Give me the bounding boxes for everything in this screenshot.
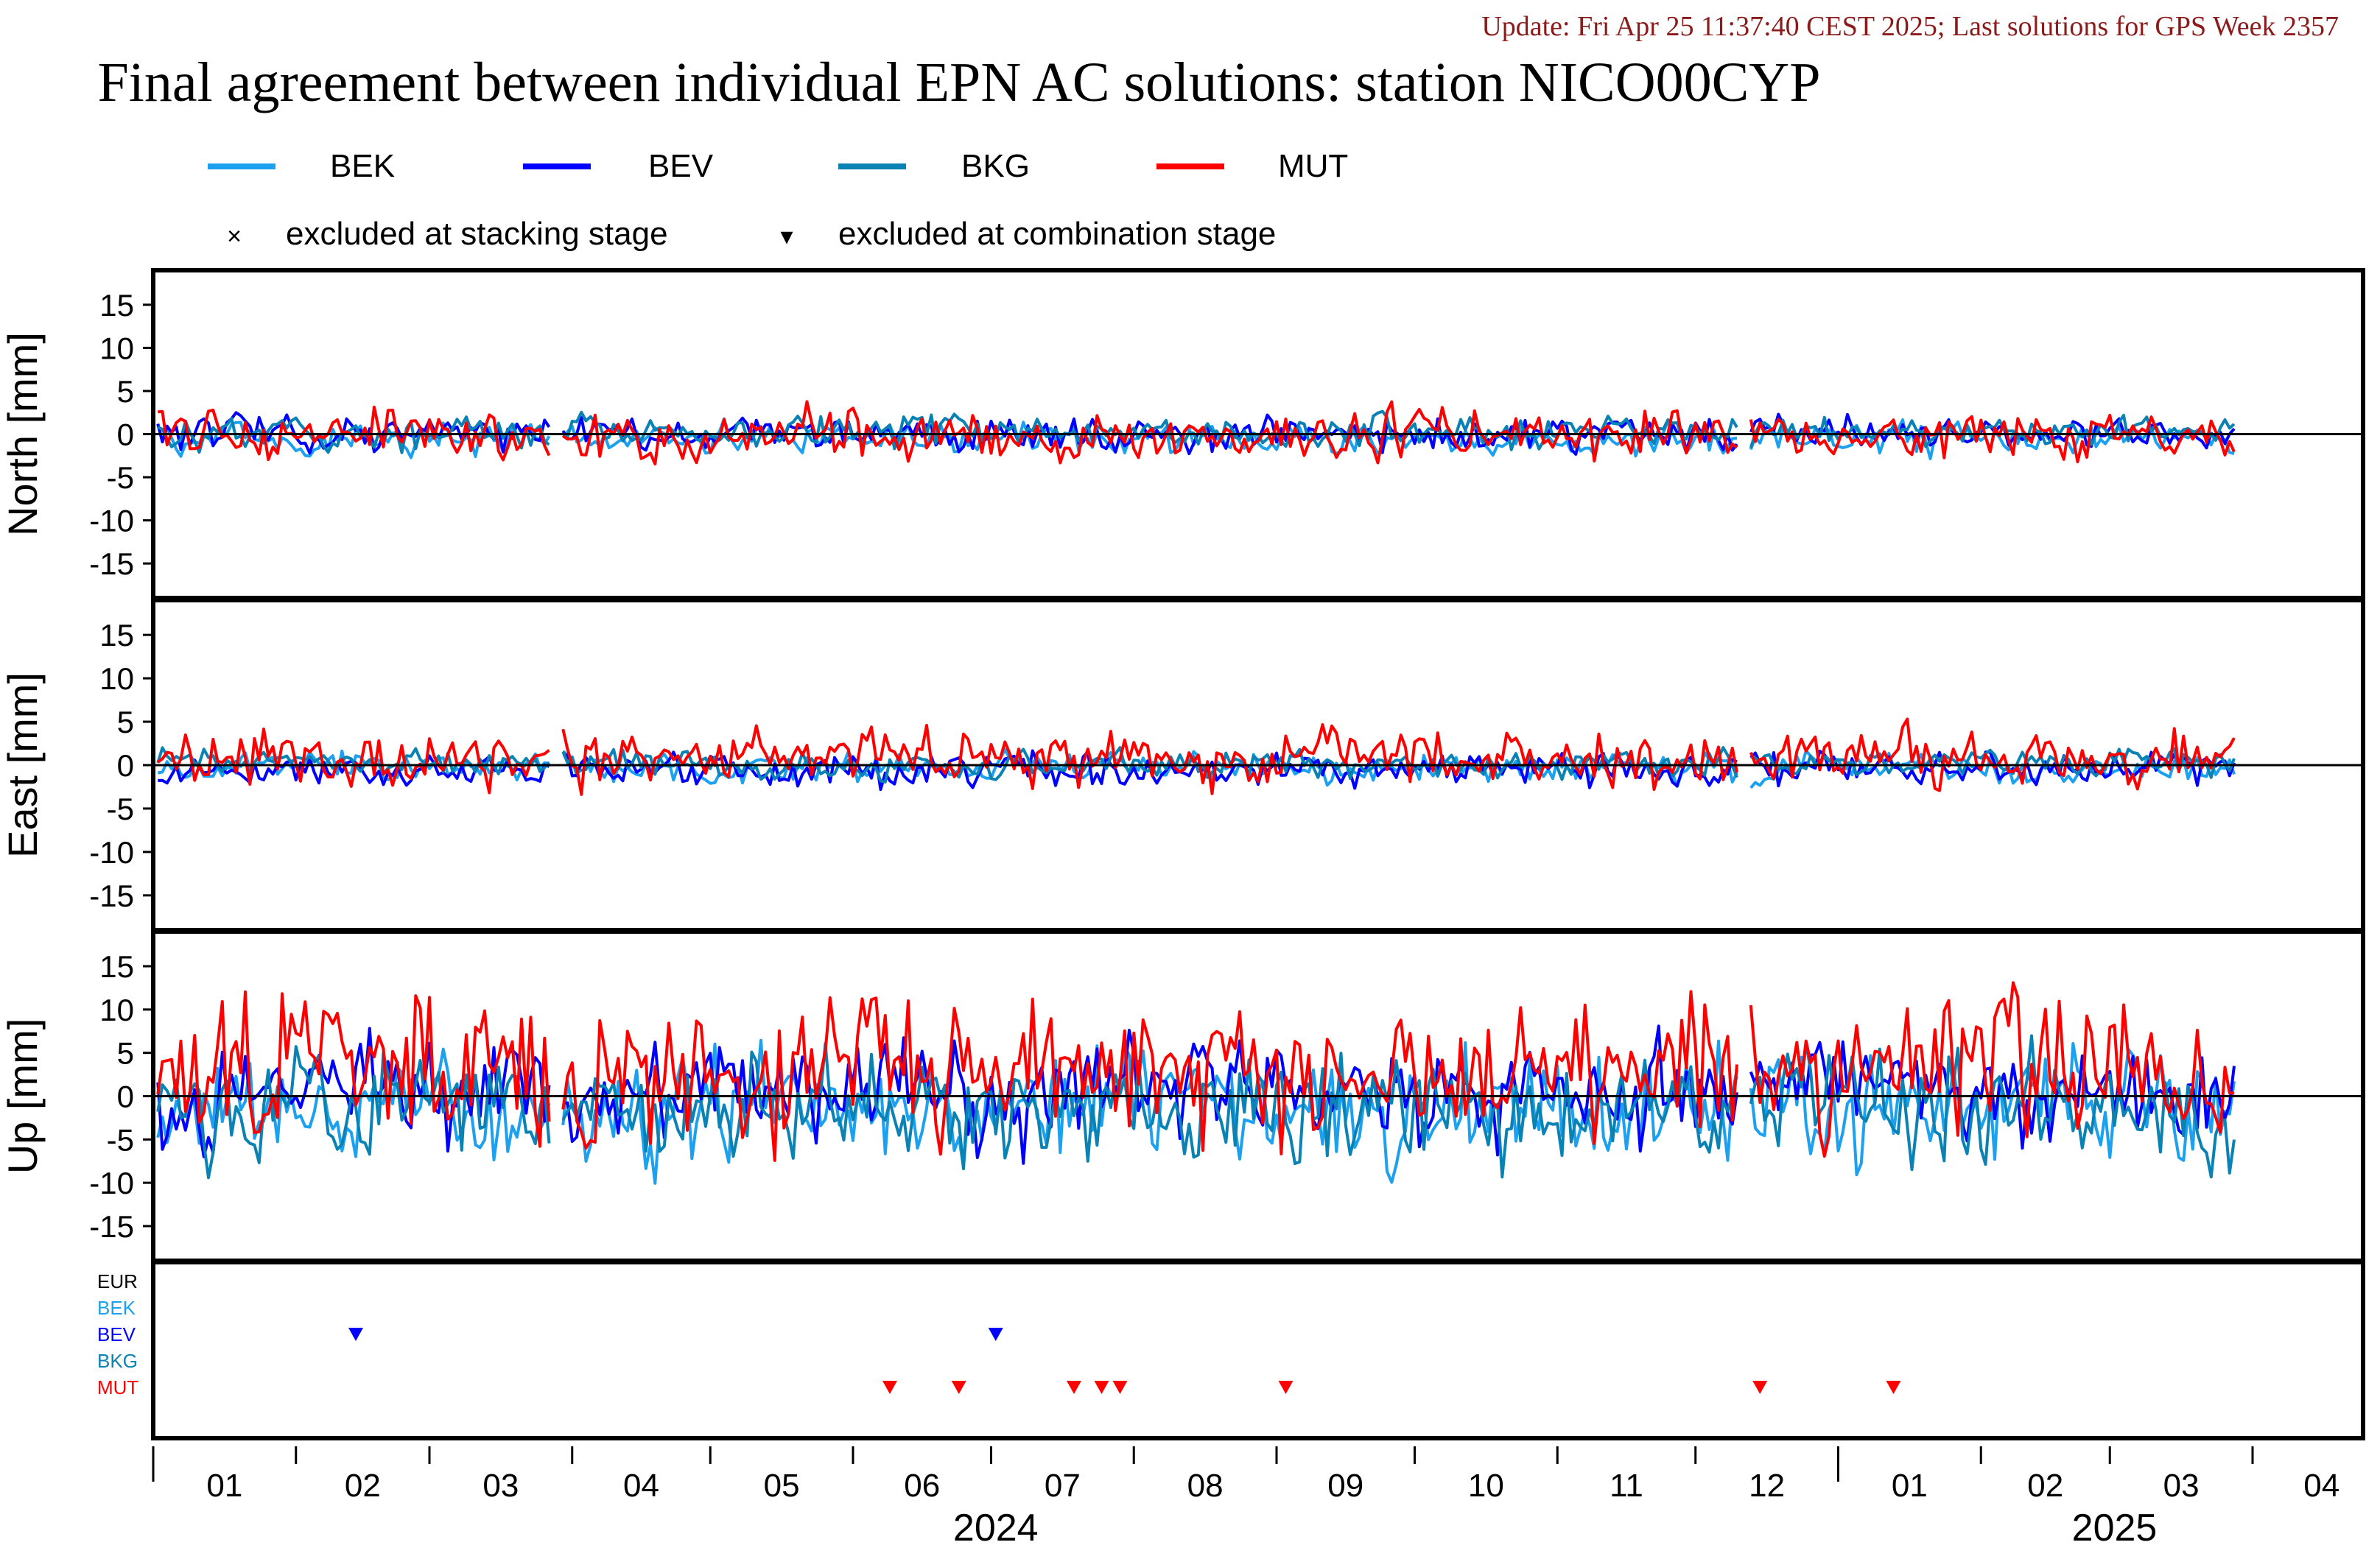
y-tick-label: 5 <box>117 374 134 409</box>
exclusion-marker <box>348 1328 363 1341</box>
legend-symbol-label-combination: excluded at combination stage <box>838 216 1276 252</box>
legend-symbol-label-stacking: excluded at stacking stage <box>286 216 668 252</box>
x-month-label: 09 <box>1327 1468 1363 1504</box>
y-tick-label: 15 <box>99 618 134 652</box>
series-group <box>156 717 2236 796</box>
x-month-label: 04 <box>2303 1468 2339 1504</box>
x-month-label: 08 <box>1187 1468 1224 1504</box>
y-axis-label: Up [mm] <box>0 1018 46 1175</box>
legend: BEK BEV BKG MUT × excluded at stacking stage ▾… <box>208 148 1348 252</box>
panel-up: 15 10 5 0 -5 -10 -15 Up [mm] <box>0 929 2365 1263</box>
y-tick-label: 0 <box>117 418 134 452</box>
exclusion-marker <box>1278 1381 1293 1394</box>
x-month-label: 06 <box>904 1468 940 1504</box>
series-line-mut <box>158 400 2236 465</box>
y-tick-label: 5 <box>117 1036 134 1071</box>
exclusion-row-label-eur: EUR <box>97 1270 138 1292</box>
x-month-label: 03 <box>2163 1468 2200 1504</box>
x-month-label: 02 <box>2027 1468 2063 1504</box>
panels: 15 10 5 0 -5 -10 -15 North [mm] 15 10 5 0 -5 -10 -15 Ea… <box>0 268 2365 1263</box>
x-month-label: 05 <box>764 1468 800 1504</box>
exclusion-row-label-bkg: BKG <box>97 1350 138 1372</box>
y-tick-label: -15 <box>89 879 134 913</box>
y-tick-label: 10 <box>99 993 134 1027</box>
exclusion-marker <box>1886 1381 1901 1394</box>
x-month-label: 02 <box>345 1468 381 1504</box>
legend-label-mut: MUT <box>1278 148 1348 184</box>
legend-label-bkg: BKG <box>961 148 1030 184</box>
exclusion-marker <box>1094 1381 1109 1394</box>
y-tick-label: -5 <box>107 460 134 495</box>
x-year-label: 2024 <box>953 1507 1039 1545</box>
exclusion-marker <box>1752 1381 1768 1394</box>
exclusion-marker <box>988 1328 1003 1341</box>
y-axis-label: North [mm] <box>0 332 46 536</box>
update-text: Update: Fri Apr 25 11:37:40 CEST 2025; L… <box>1481 11 2339 42</box>
y-tick-label: 5 <box>117 705 134 739</box>
y-tick-label: -10 <box>89 1166 134 1200</box>
x-month-label: 12 <box>1749 1468 1785 1504</box>
y-tick-label: 0 <box>117 1080 134 1114</box>
series-line-mut <box>156 981 2235 1162</box>
x-month-label: 04 <box>623 1468 659 1504</box>
y-tick-label: -15 <box>89 1209 134 1244</box>
x-month-label: 01 <box>1892 1468 1928 1504</box>
x-month-label: 11 <box>1610 1468 1643 1504</box>
y-axis-label: East [mm] <box>0 672 46 858</box>
legend-symbol-combination: ▾ <box>780 222 793 250</box>
x-year-label: 2025 <box>2072 1507 2158 1545</box>
series-group <box>156 981 2236 1185</box>
x-month-label: 07 <box>1045 1468 1081 1504</box>
x-month-label: 10 <box>1468 1468 1504 1504</box>
x-month-label: 01 <box>206 1468 242 1504</box>
y-tick-label: -10 <box>89 835 134 870</box>
y-tick-label: 10 <box>99 331 134 365</box>
exclusion-row-label-bev: BEV <box>97 1323 136 1345</box>
panel-east: 15 10 5 0 -5 -10 -15 East [mm] <box>0 598 2365 932</box>
chart-title: Final agreement between individual EPN A… <box>98 52 1821 113</box>
y-tick-label: 15 <box>99 949 134 984</box>
y-tick-label: 10 <box>99 661 134 696</box>
legend-label-bek: BEK <box>330 148 395 184</box>
exclusion-marker <box>1067 1381 1081 1394</box>
exclusion-marker <box>882 1381 897 1394</box>
exclusion-row-label-bek: BEK <box>97 1297 136 1319</box>
y-tick-label: -10 <box>89 504 134 538</box>
panel-north: 15 10 5 0 -5 -10 -15 North [mm] <box>0 268 2365 600</box>
exclusion-row-label-mut: MUT <box>97 1376 138 1398</box>
x-axis: 01 02 03 04 05 06 07 08 09 10 11 12 01 02 03 04 2024 2025 <box>152 1446 2339 1545</box>
exclusion-marker <box>951 1381 966 1394</box>
y-tick-label: -5 <box>107 1122 134 1157</box>
exclusion-marker <box>1112 1381 1128 1394</box>
exclusion-panel: EUR BEK BEV BKG MUT <box>97 1260 2365 1440</box>
legend-symbol-stacking: × <box>227 222 242 250</box>
y-tick-label: 0 <box>117 748 134 783</box>
y-tick-label: -5 <box>107 792 134 826</box>
series-group <box>156 400 2236 465</box>
legend-label-bev: BEV <box>648 148 714 184</box>
x-month-label: 03 <box>482 1468 519 1504</box>
y-tick-label: 15 <box>99 288 134 323</box>
exclusion-frame <box>151 1260 2365 1440</box>
y-tick-label: -15 <box>89 546 134 581</box>
